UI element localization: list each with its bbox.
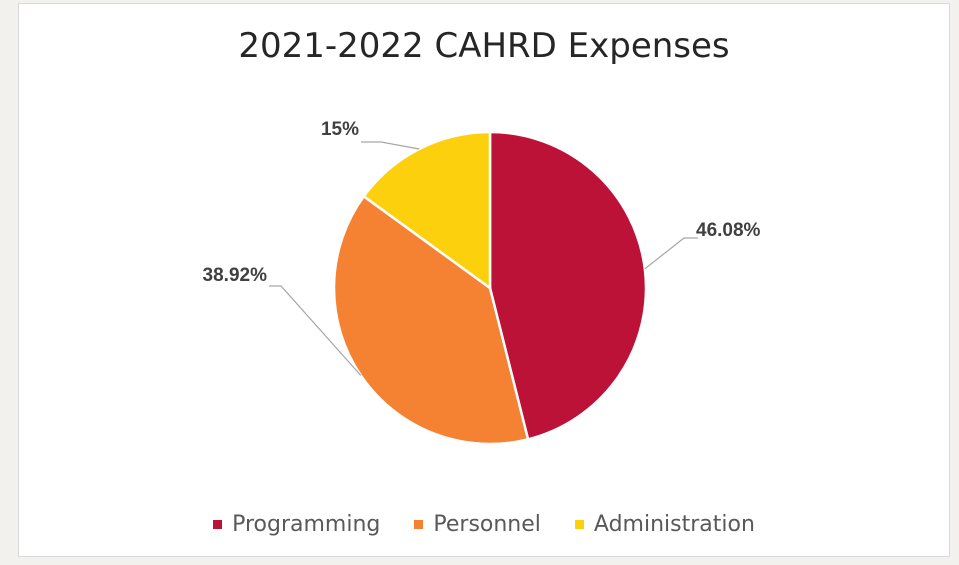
- legend-label: Administration: [593, 512, 755, 537]
- chart-title: 2021-2022 CAHRD Expenses: [238, 26, 730, 66]
- pie-chart: 46.08% 38.92% 15%: [203, 119, 761, 446]
- pie-slice-administration: [362, 130, 492, 291]
- pie-slice-personnel: [332, 194, 530, 446]
- legend-label: Programming: [232, 512, 381, 537]
- data-label-personnel: 38.92%: [203, 265, 268, 286]
- data-label-programming: 46.08%: [696, 220, 761, 241]
- legend-item-administration: Administration: [574, 512, 755, 537]
- leader-line-administration: [361, 141, 420, 150]
- legend-item-personnel: Personnel: [414, 512, 541, 537]
- chart-legend: Programming Personnel Administration: [19, 512, 949, 537]
- leader-line-programming: [644, 237, 698, 270]
- legend-swatch: [574, 520, 584, 529]
- leader-line-personnel: [269, 285, 362, 376]
- legend-item-programming: Programming: [213, 512, 380, 537]
- chart-frame: 2021-2022 CAHRD Expenses 46.08% 38.92% 15%…: [18, 3, 950, 557]
- legend-swatch: [213, 520, 223, 529]
- legend-swatch: [414, 520, 424, 529]
- data-label-administration: 15%: [321, 119, 359, 140]
- legend-label: Personnel: [433, 512, 541, 537]
